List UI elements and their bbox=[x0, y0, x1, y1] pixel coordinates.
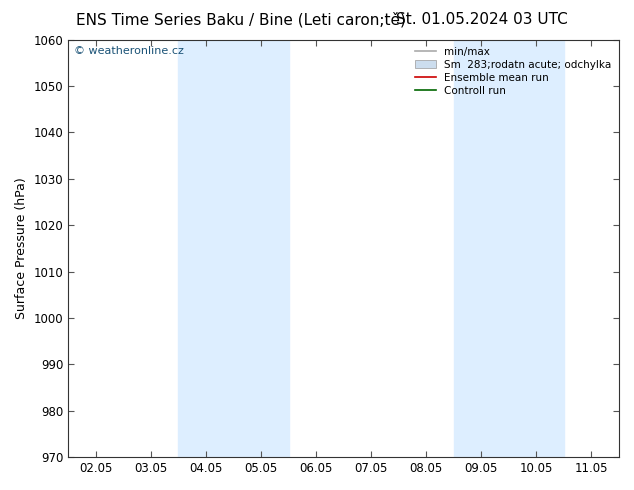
Text: St. 01.05.2024 03 UTC: St. 01.05.2024 03 UTC bbox=[396, 12, 567, 27]
Bar bbox=[178, 40, 288, 457]
Text: © weatheronline.cz: © weatheronline.cz bbox=[74, 46, 184, 56]
Legend: min/max, Sm  283;rodatn acute; odchylka, Ensemble mean run, Controll run: min/max, Sm 283;rodatn acute; odchylka, … bbox=[411, 43, 616, 100]
Text: ENS Time Series Baku / Bine (Leti caron;tě): ENS Time Series Baku / Bine (Leti caron;… bbox=[76, 12, 406, 28]
Bar bbox=[454, 40, 564, 457]
Y-axis label: Surface Pressure (hPa): Surface Pressure (hPa) bbox=[15, 177, 28, 319]
